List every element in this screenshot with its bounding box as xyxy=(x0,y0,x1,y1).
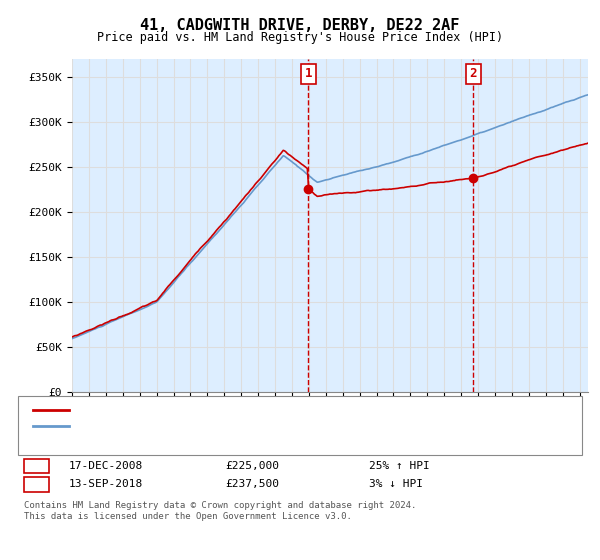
Text: 1: 1 xyxy=(33,461,40,471)
Text: 2: 2 xyxy=(469,67,477,80)
Text: 13-SEP-2018: 13-SEP-2018 xyxy=(69,479,143,489)
Text: 17-DEC-2008: 17-DEC-2008 xyxy=(69,461,143,471)
Text: Price paid vs. HM Land Registry's House Price Index (HPI): Price paid vs. HM Land Registry's House … xyxy=(97,31,503,44)
Text: 1: 1 xyxy=(304,67,312,80)
Text: 25% ↑ HPI: 25% ↑ HPI xyxy=(369,461,430,471)
Text: HPI: Average price, detached house, City of Derby: HPI: Average price, detached house, City… xyxy=(75,421,381,431)
Text: 41, CADGWITH DRIVE, DERBY, DE22 2AF (detached house): 41, CADGWITH DRIVE, DERBY, DE22 2AF (det… xyxy=(75,405,400,416)
Text: £237,500: £237,500 xyxy=(225,479,279,489)
Text: Contains HM Land Registry data © Crown copyright and database right 2024.
This d: Contains HM Land Registry data © Crown c… xyxy=(24,501,416,521)
Text: 2: 2 xyxy=(33,479,40,489)
Text: £225,000: £225,000 xyxy=(225,461,279,471)
Text: 3% ↓ HPI: 3% ↓ HPI xyxy=(369,479,423,489)
Text: 41, CADGWITH DRIVE, DERBY, DE22 2AF: 41, CADGWITH DRIVE, DERBY, DE22 2AF xyxy=(140,18,460,33)
